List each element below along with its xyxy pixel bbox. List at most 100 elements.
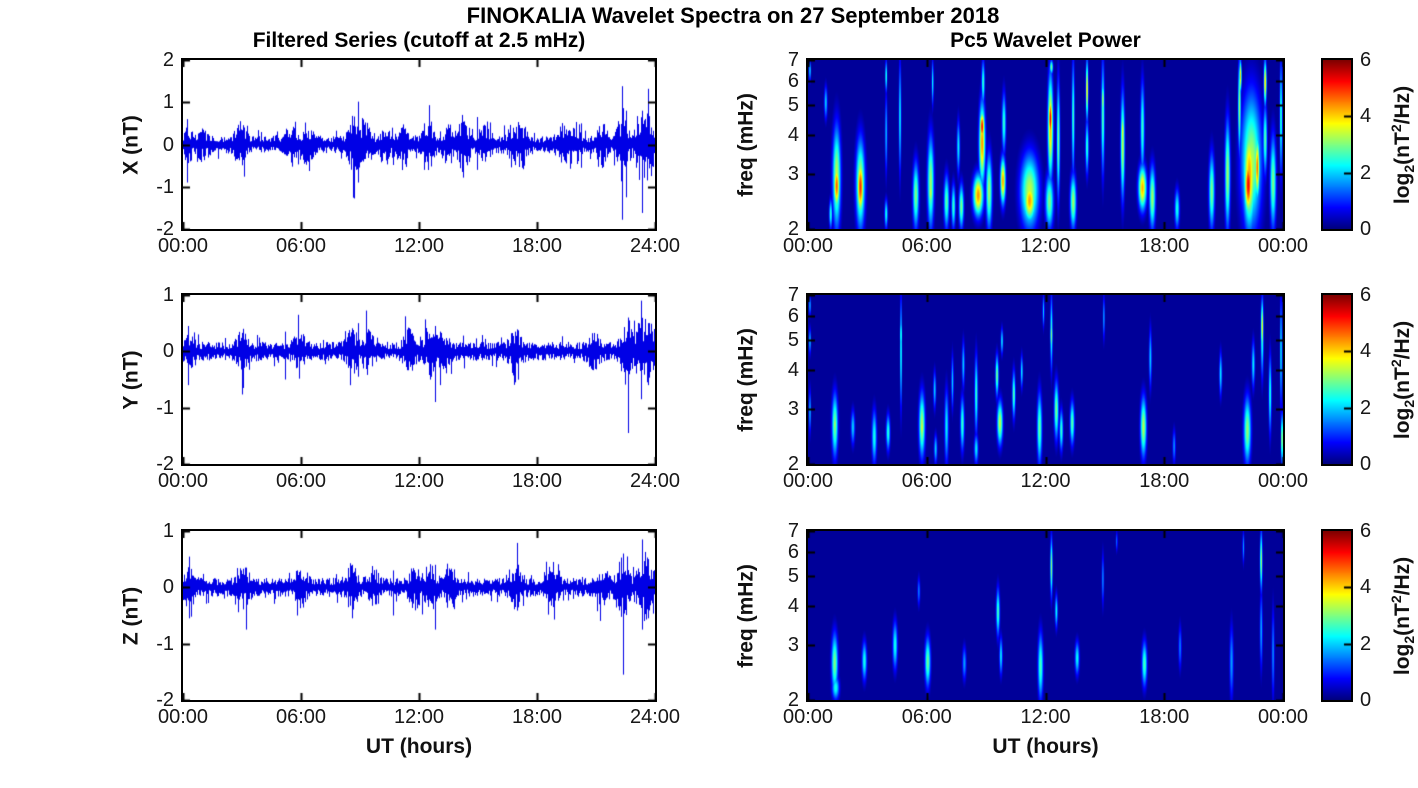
y-tick-label: -2 xyxy=(156,453,174,475)
x-tick-label: 12:00 xyxy=(393,470,445,492)
freq-tick-label: 4 xyxy=(787,124,799,147)
y-tick-label: -1 xyxy=(156,396,174,419)
left-column-title: Filtered Series (cutoff at 2.5 mHz) xyxy=(252,29,586,52)
freq-tick-label: 4 xyxy=(787,595,799,618)
colorbar-tick-label: 0 xyxy=(1360,689,1372,711)
z-wavelet-power-spectrogram xyxy=(808,531,1283,700)
freq-tick-label: 6 xyxy=(787,540,799,563)
freq-tick-label: 6 xyxy=(787,69,799,92)
x-tick-label: 00:00 xyxy=(157,706,209,728)
freq-tick-label: 5 xyxy=(787,94,799,117)
freq-tick-label: 4 xyxy=(787,359,799,382)
x-tick-label: 00:00 xyxy=(1257,706,1309,728)
x-tick-label: 12:00 xyxy=(1020,470,1071,492)
colorbar-tick-label: 4 xyxy=(1360,105,1372,128)
colorbar-y xyxy=(1321,293,1353,466)
x-tick-label: 18:00 xyxy=(1139,706,1190,728)
x-tick-label: 18:00 xyxy=(511,470,563,492)
x-tick-label: 00:00 xyxy=(157,470,209,492)
y-tick-label: 1 xyxy=(162,520,174,542)
x-wavelet-power-spectrogram xyxy=(808,60,1283,229)
x-tick-label: 06:00 xyxy=(901,706,952,728)
x-filtered-series-panel xyxy=(181,58,657,231)
colorbar-tick-label: 4 xyxy=(1360,340,1372,363)
x-tick-label: 00:00 xyxy=(782,706,834,728)
colorbar-tick-label: 2 xyxy=(1360,396,1372,419)
x-tick-label: 24:00 xyxy=(629,470,681,492)
freq-tick-label: 2 xyxy=(787,689,799,711)
y-tick-label: 0 xyxy=(162,340,174,363)
colorbar-label-row3: log2(nT2/Hz) xyxy=(1388,556,1418,675)
y-wavelet-power-panel xyxy=(806,293,1285,466)
colorbar-tick-label: 6 xyxy=(1360,284,1372,306)
z-wavelet-power-panel xyxy=(806,529,1285,702)
x-tick-label: 00:00 xyxy=(157,235,209,257)
colorbar-label-row2: log2(nT2/Hz) xyxy=(1388,320,1418,439)
y-tick-label: 0 xyxy=(162,576,174,599)
x-tick-label: 06:00 xyxy=(275,706,327,728)
freq-tick-label: 2 xyxy=(787,453,799,475)
y-tick-label: -1 xyxy=(156,175,174,198)
x-tick-label: 00:00 xyxy=(1257,235,1309,257)
colorbar-label-row1: log2(nT2/Hz) xyxy=(1388,85,1418,204)
x-wavelet-power-panel xyxy=(806,58,1285,231)
freq-tick-label: 7 xyxy=(787,520,799,542)
x-tick-label: 12:00 xyxy=(1020,706,1071,728)
x-tick-label: 18:00 xyxy=(511,235,563,257)
x-tick-label: 18:00 xyxy=(1139,235,1190,257)
colorbar-x xyxy=(1321,58,1353,231)
y-tick-label: 2 xyxy=(162,49,174,71)
x-tick-label: 06:00 xyxy=(275,470,327,492)
x-tick-label: 12:00 xyxy=(1020,235,1071,257)
figure-title: FINOKALIA Wavelet Spectra on 27 Septembe… xyxy=(466,3,1000,28)
y-filtered-series-panel xyxy=(181,293,657,466)
x-tick-label: 24:00 xyxy=(629,706,681,728)
x-tick-label: 12:00 xyxy=(393,706,445,728)
y-tick-label: -2 xyxy=(156,689,174,711)
z-filtered-series-plot xyxy=(183,531,655,700)
colorbar-tick-label: 6 xyxy=(1360,520,1372,542)
freq-tick-label: 7 xyxy=(787,284,799,306)
colorbar-x-gradient xyxy=(1323,60,1351,229)
y-tick-label: 0 xyxy=(162,133,174,156)
ylabel-y-nt: Y (nT) xyxy=(119,349,142,410)
ylabel-freq-mhz-row1: freq (mHz) xyxy=(734,92,757,197)
right-column-title: Pc5 Wavelet Power xyxy=(950,29,1141,52)
freq-tick-label: 2 xyxy=(787,218,799,240)
ylabel-x-nt: X (nT) xyxy=(119,114,142,175)
colorbar-z xyxy=(1321,529,1353,702)
colorbar-z-gradient xyxy=(1323,531,1351,700)
x-tick-label: 06:00 xyxy=(901,470,952,492)
x-tick-label: 00:00 xyxy=(782,235,834,257)
freq-tick-label: 5 xyxy=(787,329,799,352)
x-tick-label: 00:00 xyxy=(1257,470,1309,492)
colorbar-tick-label: 0 xyxy=(1360,453,1372,475)
freq-tick-label: 7 xyxy=(787,49,799,71)
y-tick-label: -2 xyxy=(156,218,174,240)
x-tick-label: 24:00 xyxy=(629,235,681,257)
x-tick-label: 12:00 xyxy=(393,235,445,257)
colorbar-tick-label: 2 xyxy=(1360,632,1372,655)
ylabel-z-nt: Z (nT) xyxy=(119,586,142,645)
x-tick-label: 18:00 xyxy=(511,706,563,728)
z-filtered-series-panel xyxy=(181,529,657,702)
xlabel-left: UT (hours) xyxy=(365,735,473,758)
y-filtered-series-plot xyxy=(183,295,655,464)
x-filtered-series-plot xyxy=(183,60,655,229)
y-tick-label: 1 xyxy=(162,284,174,306)
x-tick-label: 06:00 xyxy=(275,235,327,257)
freq-tick-label: 3 xyxy=(787,634,799,657)
freq-tick-label: 3 xyxy=(787,163,799,186)
colorbar-y-gradient xyxy=(1323,295,1351,464)
colorbar-tick-label: 6 xyxy=(1360,49,1372,71)
y-tick-label: 1 xyxy=(162,91,174,114)
xlabel-right: UT (hours) xyxy=(992,735,1099,758)
colorbar-tick-label: 0 xyxy=(1360,218,1372,240)
colorbar-tick-label: 4 xyxy=(1360,576,1372,599)
freq-tick-label: 5 xyxy=(787,565,799,588)
freq-tick-label: 6 xyxy=(787,304,799,327)
x-tick-label: 00:00 xyxy=(782,470,834,492)
y-tick-label: -1 xyxy=(156,632,174,655)
x-tick-label: 06:00 xyxy=(901,235,952,257)
